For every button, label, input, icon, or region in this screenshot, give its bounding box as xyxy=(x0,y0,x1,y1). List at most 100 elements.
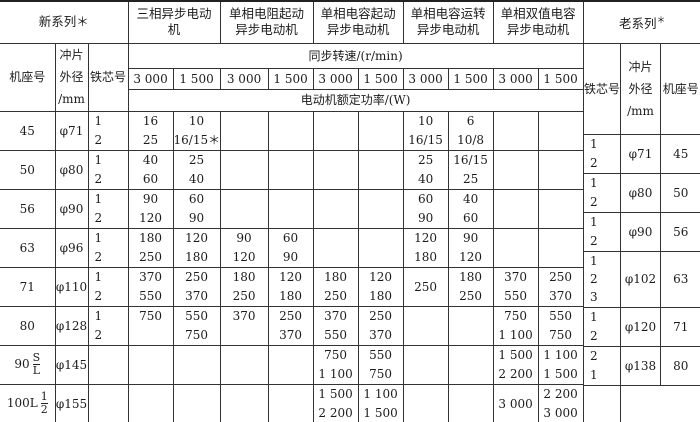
power-value-line: 370 xyxy=(185,288,208,303)
old-lamination-od-cell: φ80 xyxy=(620,172,661,213)
frame-no-cell: 80 xyxy=(0,305,56,346)
core-no-line: 1 xyxy=(94,191,103,206)
power-cell: 250 370 xyxy=(537,266,584,307)
power-value-lines: 550 750 xyxy=(539,307,582,344)
power-value-line: 250 xyxy=(232,288,256,303)
power-value-line: 370 xyxy=(139,269,162,284)
frame-no-cell: 45 xyxy=(0,110,56,151)
power-value-line: 16/15 xyxy=(453,152,488,167)
power-value-lines: 1 100 1 500 xyxy=(359,385,402,422)
core-no-line: 1 xyxy=(94,269,103,284)
old-lamination-od-header: 冲片 外径/mm xyxy=(620,42,661,135)
power-value-lines: 120 180 xyxy=(269,268,312,305)
old-table-row: 1 2 φ120 71 xyxy=(583,306,700,347)
power-cell xyxy=(127,344,174,385)
core-no-line: 2 xyxy=(94,132,103,147)
frame-no: 71 xyxy=(19,279,35,294)
power-value-line: 120 xyxy=(139,210,162,225)
frame-no-cell: 100L 1 2 xyxy=(0,383,56,422)
lamination-od-line: /mm xyxy=(58,92,85,107)
power-cell xyxy=(492,227,539,268)
power-cell: 1 500 2 200 xyxy=(312,383,359,422)
lamination-od-cell: φ145 xyxy=(54,344,89,385)
power-value-lines: 40 60 xyxy=(129,151,172,188)
power-cell: 120 180 xyxy=(267,266,314,307)
power-value-lines: 750 1 100 xyxy=(494,307,537,344)
old-core-no-line: 1 xyxy=(590,309,598,324)
power-cell: 750 xyxy=(127,305,174,346)
old-table-row: 1 2 φ80 50 xyxy=(583,172,700,213)
power-value-line xyxy=(129,326,172,345)
core-no-line: 1 xyxy=(94,152,103,167)
old-table-row: 2 1 φ138 80 xyxy=(583,345,700,386)
old-core-no-line: 2 xyxy=(590,155,598,170)
old-frame-no-cell: 63 xyxy=(659,250,700,308)
power-cell: 40 60 xyxy=(447,188,494,229)
power-value-line: 250 xyxy=(369,308,393,323)
power-value-line: 1 100 xyxy=(363,386,398,401)
old-frame-no-cell: 56 xyxy=(659,211,700,252)
power-cell xyxy=(219,344,269,385)
power-cell: 120 180 xyxy=(402,227,449,268)
new-series-title: 新系列＊ xyxy=(0,0,129,44)
frame-no: 80 xyxy=(19,318,35,333)
power-value-line: 1 100 xyxy=(498,327,533,342)
power-value-lines: 60 90 xyxy=(174,190,219,227)
speed-header: 3 000 xyxy=(402,67,449,90)
power-cell: 60 90 xyxy=(267,227,314,268)
old-lamination-od-line: 冲片 xyxy=(628,59,653,74)
old-header-row: 老系列＊ xyxy=(582,0,700,44)
power-cell: 90 120 xyxy=(127,188,174,229)
power-cell xyxy=(312,110,359,151)
core-no-line: 1 xyxy=(94,308,103,323)
old-core-no-cell: 1 2 3 xyxy=(583,250,621,308)
power-value-line: 120 xyxy=(369,269,393,284)
power-value-lines: 16 25 xyxy=(129,112,172,149)
power-cell: 180 250 xyxy=(219,266,269,307)
old-core-no-lines: 1 2 3 xyxy=(590,252,620,306)
power-value-line: 250 xyxy=(324,288,348,303)
power-value-lines: 180 250 xyxy=(221,268,267,305)
power-value-lines: 60 90 xyxy=(404,190,447,227)
old-core-no-line: 2 xyxy=(590,194,598,209)
power-cell: 750 1 100 xyxy=(312,344,359,385)
old-lamination-od-lines: 冲片 外径/mm xyxy=(622,56,660,122)
power-value-line: 25 xyxy=(188,152,205,167)
power-value-lines: 10 16/15＊＊ xyxy=(174,112,219,149)
old-core-no-line: 2 xyxy=(590,328,598,343)
power-cell xyxy=(492,188,539,229)
power-value-line: 180 xyxy=(232,269,256,284)
power-cell: 60 90 xyxy=(172,188,221,229)
power-value-lines: 750 xyxy=(129,307,172,345)
power-cell: 370 550 xyxy=(312,305,359,346)
power-value-line: 180 xyxy=(414,249,438,264)
new-series-table: 新系列＊ 三相异步电动机 单相电阻起动异步电动机 单相电容起动异步电动机 单相电容运转异… xyxy=(0,0,584,422)
old-core-no-line: 1 xyxy=(590,214,598,229)
power-cell xyxy=(267,344,314,385)
power-value-lines: 6 10/8 xyxy=(449,112,492,149)
power-value-line: 60 xyxy=(462,210,479,225)
core-no-line: 2 xyxy=(94,171,103,186)
speed-header: 1 500 xyxy=(537,67,584,90)
power-value-line: 180 xyxy=(324,269,348,284)
power-value-lines: 250 370 xyxy=(269,307,312,344)
power-cell xyxy=(447,344,494,385)
table-row: 56 φ90 1 2 90 120 60 90 60 90 40 60 xyxy=(0,188,584,229)
old-table-row xyxy=(583,384,700,422)
old-lamination-od-cell: φ138 xyxy=(620,345,661,386)
power-value-line: 370 xyxy=(232,308,256,323)
frame-no: 63 xyxy=(19,240,35,255)
power-value-lines: 250 370 xyxy=(359,307,402,344)
frame-no-cell: 56 xyxy=(0,188,56,229)
power-value-line: 120 xyxy=(414,230,438,245)
power-value-lines: 120 180 xyxy=(404,229,447,266)
power-cell xyxy=(447,305,494,346)
power-cell: 10 16/15＊＊ xyxy=(172,110,221,151)
